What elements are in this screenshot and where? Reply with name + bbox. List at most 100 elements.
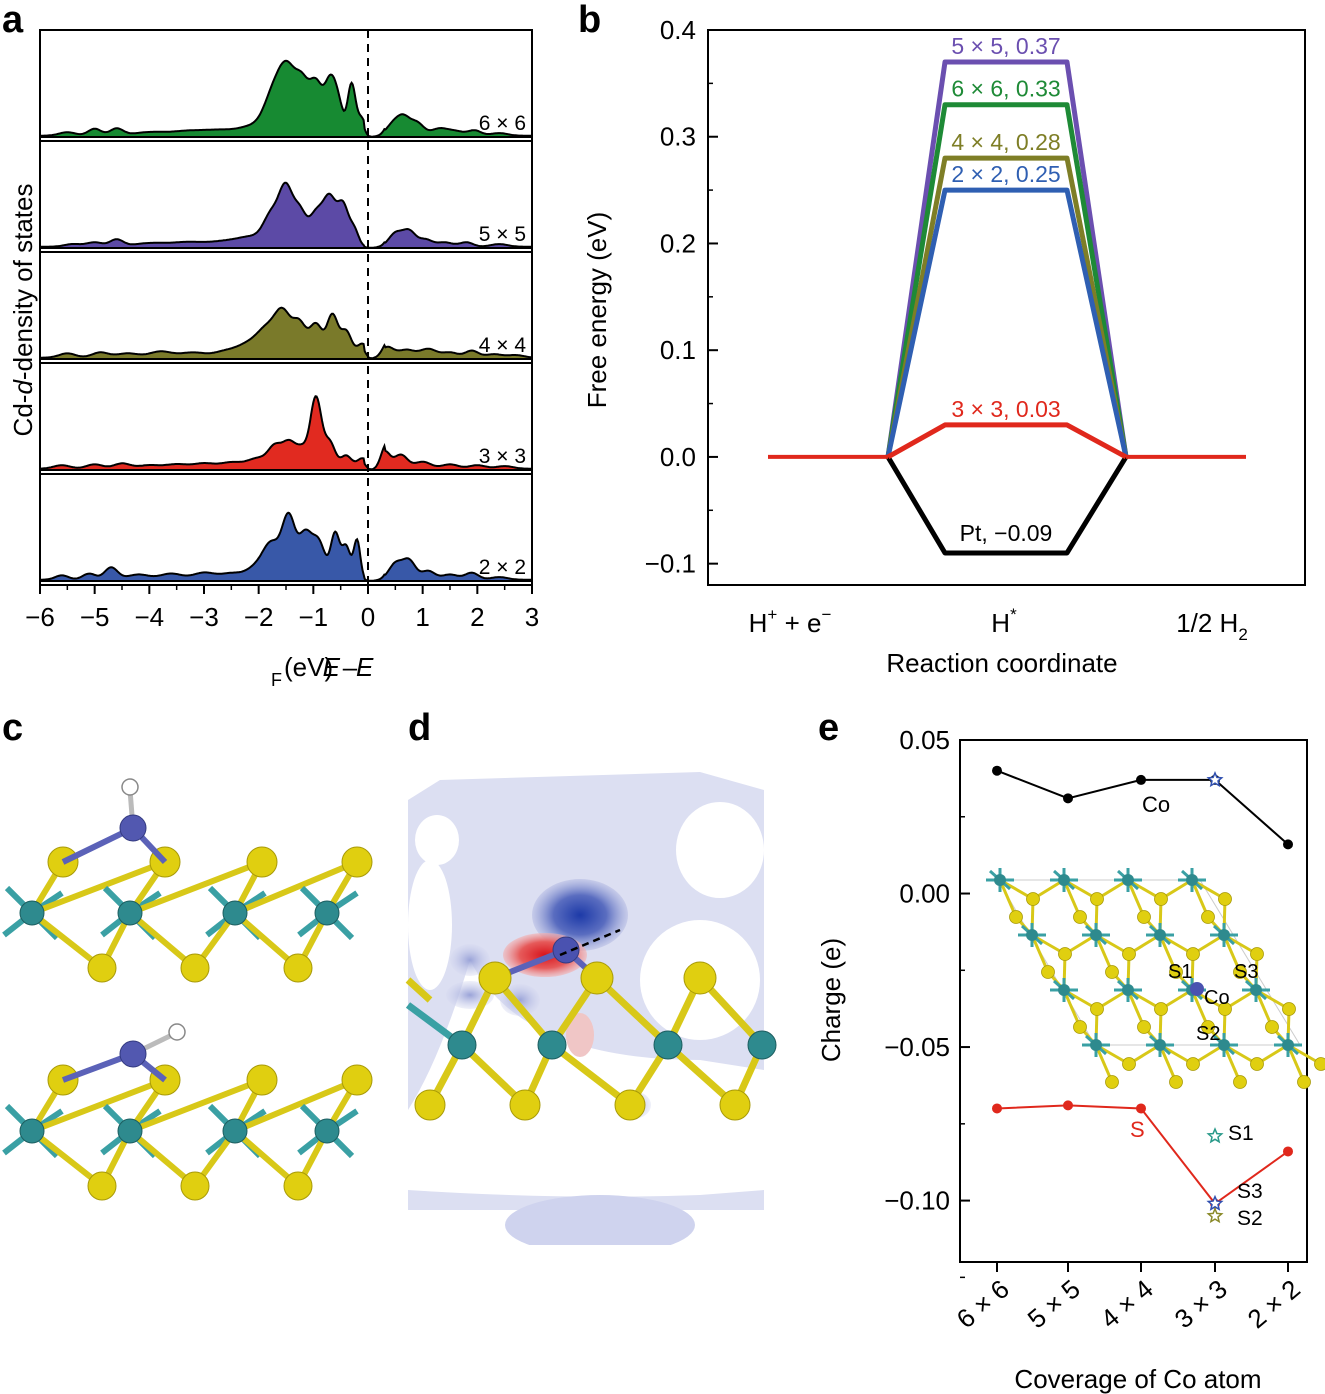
inset-cd-atom: [1250, 984, 1262, 996]
cd-atom: [314, 1118, 340, 1144]
inset-s-atom: [1090, 892, 1104, 906]
inset-s-atom: [1122, 947, 1136, 961]
x-tick-label: 4 × 4: [1095, 1274, 1159, 1335]
star-label-s2: S2: [1237, 1207, 1263, 1230]
panel-a-dos-chart: 6 × 6 5 × 5 4 × 4 3 × 3 2 × 2 −6 −5 −4 −3 −2 −1 0 1…: [8, 29, 539, 690]
charge-map-white-region: [676, 802, 764, 898]
panel-a-xlabel-dash: –: [343, 652, 358, 682]
s-atom: [87, 1171, 117, 1201]
s-atom: [180, 1171, 210, 1201]
star-marker-co: [1206, 770, 1224, 788]
inset-s-atom: [1026, 892, 1040, 906]
inset-s-atom: [1105, 1075, 1119, 1089]
energy-label-0: 5 × 5, 0.37: [951, 33, 1060, 59]
inset-s-atom: [1250, 947, 1264, 961]
dos-area-3: [39, 395, 533, 471]
series-label-0: Co: [1142, 792, 1170, 817]
inset-s-atom: [1137, 910, 1151, 924]
series-point-1: [1063, 1100, 1073, 1111]
energy-path-0: [885, 59, 1129, 458]
inset-s-atom: [1090, 1002, 1104, 1016]
inset-cd-atom: [1186, 874, 1198, 886]
inset-label-co: Co: [1204, 987, 1230, 1009]
xcat-final-h: 1/2 H: [1176, 608, 1238, 638]
y-tick-label: 0.05: [899, 725, 950, 755]
star-marker-s1: [1206, 1127, 1224, 1144]
inset-s-atom: [1073, 910, 1087, 924]
inset-s-atom: [1154, 892, 1168, 906]
inset-s-atom: [1154, 1002, 1168, 1016]
panel-a-x-axis: −6 −5 −4 −3 −2 −1 0 1 2 3: [25, 585, 539, 632]
inset-label-s2: S2: [1196, 1023, 1220, 1045]
s-atom: [580, 961, 614, 995]
s-atom: [683, 961, 717, 995]
panel-e-inset-structure: [986, 868, 1325, 1089]
charge-map-lower-lobe: [505, 1195, 695, 1255]
inset-s-atom: [1186, 947, 1200, 961]
panel-a-xlabel-e: E: [323, 652, 341, 682]
s-atom: [414, 1089, 446, 1121]
s-atom: [47, 846, 79, 878]
x-tick-label: −3: [189, 602, 219, 632]
s-atom: [283, 953, 313, 983]
charge-map-top-edge: [408, 772, 764, 800]
inset-cd-atom: [1282, 1039, 1294, 1051]
inset-cd-atom: [994, 874, 1006, 886]
inset-s-atom: [1201, 1020, 1215, 1034]
panel-a-ylabel-d: d: [8, 379, 38, 395]
panel-label-b: b: [578, 0, 601, 41]
inset-s-atom: [1233, 965, 1247, 979]
inset-cd-atom: [1218, 929, 1230, 941]
panel-d-charge-density-map: [405, 772, 777, 1285]
bond: [405, 977, 433, 1003]
y-tick-label: −0.10: [884, 1186, 950, 1216]
bond: [233, 859, 359, 916]
series-point-0: [1136, 774, 1146, 785]
inset-s-atom: [1009, 910, 1023, 924]
inset-cd-atom: [1058, 984, 1070, 996]
x-tick-label: 6 × 6: [951, 1274, 1015, 1335]
panel-e-ylabel: Charge (e): [816, 938, 846, 1062]
series-point-1: [1283, 1146, 1293, 1157]
panel-b-xlabel: Reaction coordinate: [886, 648, 1117, 678]
x-tick-label: 2 × 2: [1242, 1274, 1306, 1335]
y-tick-label: −0.1: [645, 549, 696, 579]
panel-b-xcat-final: 1/2 H2: [1176, 608, 1248, 644]
inset-s-atom: [1169, 1075, 1183, 1089]
charge-map-white-region: [415, 815, 459, 865]
inset-label-s3: S3: [1234, 961, 1258, 983]
charge-map-white-region: [408, 860, 452, 990]
series-point-1: [992, 1103, 1002, 1114]
dos-area-2: [39, 306, 533, 360]
dos-series-label: 4 × 4: [479, 334, 527, 357]
energy-label-4: 3 × 3, 0.03: [951, 396, 1060, 422]
cd-atom: [314, 900, 340, 926]
x-tick-label: 5 × 5: [1022, 1274, 1086, 1335]
energy-path-5: [885, 455, 1129, 556]
s-atom: [283, 1171, 313, 1201]
panel-a-ylabel-post: -density of states: [8, 184, 38, 381]
panel-label-c: c: [2, 707, 23, 749]
s-atom: [614, 1089, 646, 1121]
x-tick-label: −2: [244, 602, 274, 632]
y-tick-label: 0.2: [660, 228, 696, 258]
dos-series-label: 3 × 3: [479, 445, 526, 468]
xcat-final-sub: 2: [1238, 625, 1247, 644]
s-atom: [509, 1089, 541, 1121]
inset-s-atom: [1137, 1020, 1151, 1034]
xcat-initial-plus: +: [767, 605, 777, 624]
inset-cd-atom: [1154, 1039, 1166, 1051]
charge-accumulation-lobe: [566, 1013, 594, 1057]
inset-s-atom: [1265, 1020, 1279, 1034]
panel-e-frame: [959, 739, 1308, 1263]
inset-s-atom: [1073, 1020, 1087, 1034]
s-atom: [719, 1089, 751, 1121]
star-marker-s3: [1206, 1194, 1224, 1211]
dos-area-1: [39, 181, 533, 249]
inset-cd-atom: [1122, 874, 1134, 886]
s-atom: [341, 1064, 373, 1096]
x-tick-label: 2: [470, 602, 484, 632]
bond: [30, 1077, 167, 1134]
